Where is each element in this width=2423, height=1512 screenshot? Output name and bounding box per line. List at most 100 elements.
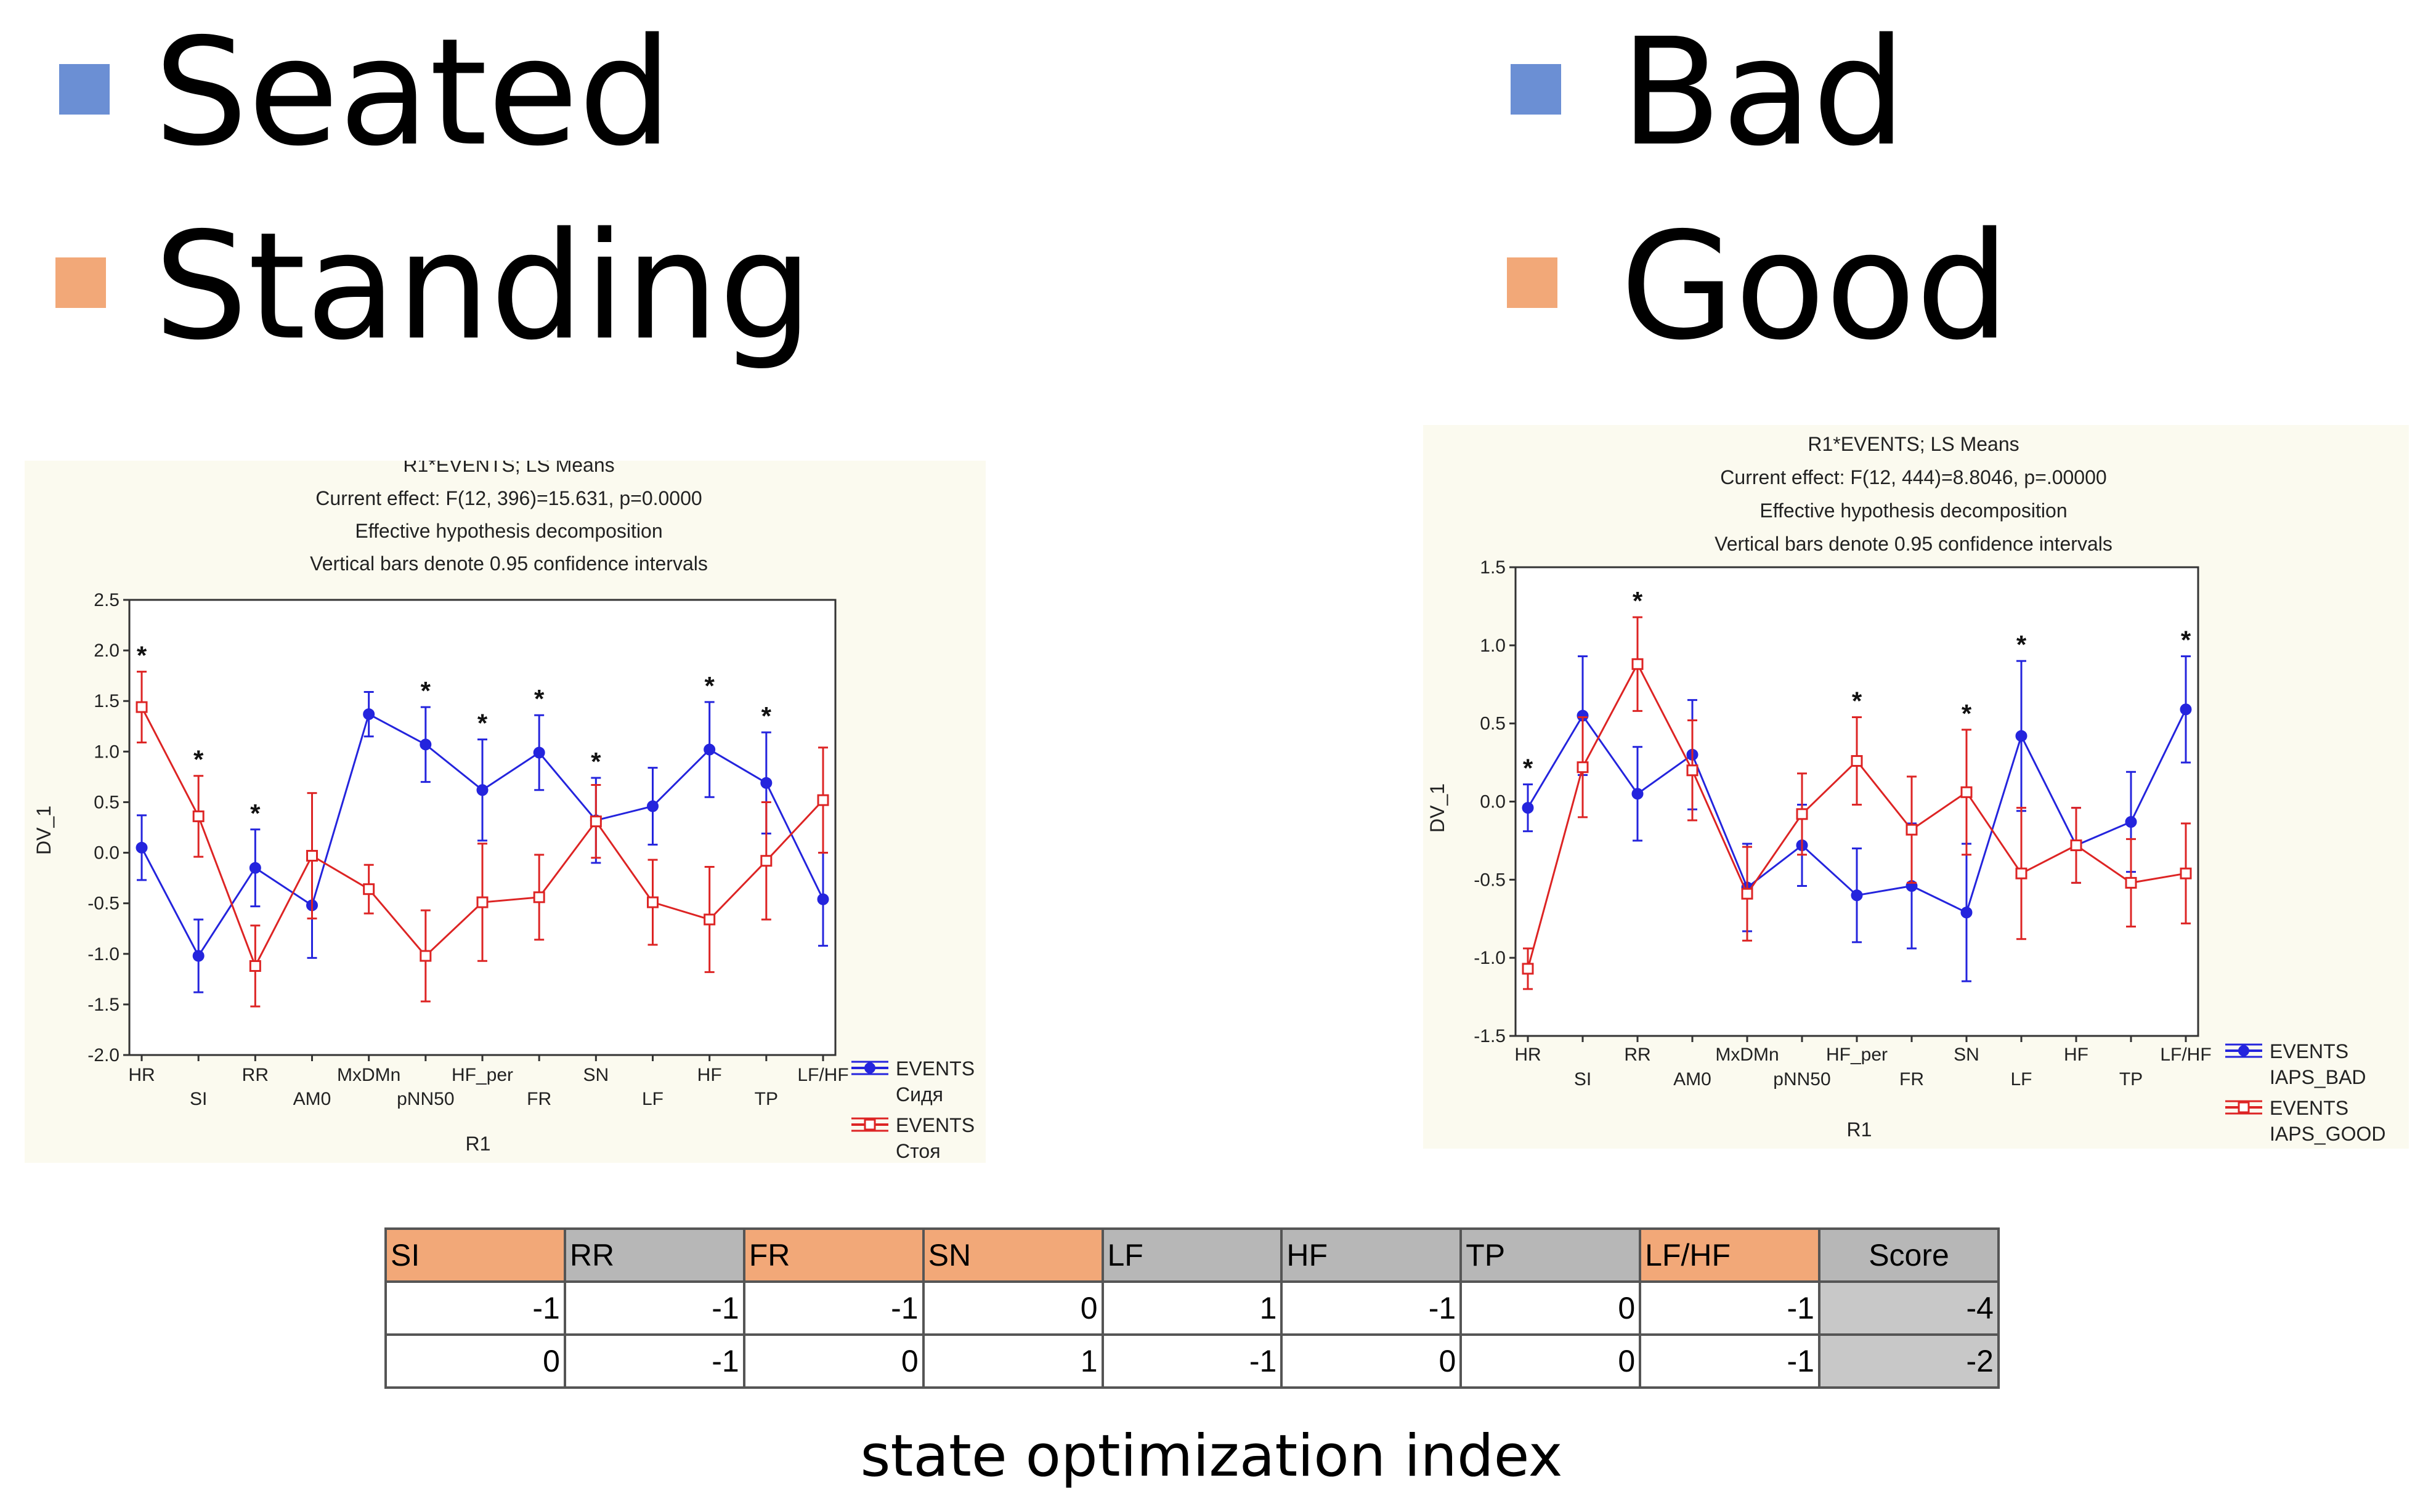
chart-bad-good: R1*EVENTS; LS Means Current effect: F(12… — [1426, 433, 2386, 1145]
x-tick-label: LF/HF — [797, 1065, 848, 1085]
x-tick-label: HF — [2064, 1045, 2088, 1065]
data-point — [760, 855, 773, 867]
bad-swatch — [1511, 64, 1561, 115]
table-cell: 0 — [384, 1333, 566, 1389]
data-point — [647, 896, 659, 908]
y-tick-label: 0.0 — [1480, 792, 1506, 812]
legend-series-name: EVENTS — [2270, 1040, 2348, 1062]
y-tick-label: -1.5 — [87, 995, 120, 1015]
y-axis-label: DV_1 — [1426, 783, 1448, 833]
data-point — [647, 800, 659, 812]
data-point — [1796, 808, 1808, 820]
x-tick-label: LF — [2010, 1069, 2032, 1090]
legend-series-name: EVENTS — [896, 1114, 975, 1136]
y-tick-label: 2.0 — [94, 641, 120, 661]
good-swatch — [1507, 257, 1557, 308]
x-tick-label: HR — [128, 1065, 155, 1085]
table-row: 0 -1 0 1 -1 0 0 -1 -2 — [384, 1333, 2000, 1389]
data-point — [590, 815, 602, 828]
legend-good: Good — [1620, 200, 2010, 373]
chart-header-line: R1*EVENTS; LS Means — [1808, 433, 2019, 455]
x-tick-label: RR — [1624, 1045, 1650, 1065]
data-point — [760, 777, 773, 789]
data-point — [533, 746, 545, 759]
table-cell: -1 — [563, 1333, 745, 1389]
x-tick-label: MxDMn — [337, 1065, 400, 1085]
table-cell: -1 — [384, 1280, 566, 1336]
x-tick-label: pNN50 — [397, 1089, 454, 1109]
significance-star: * — [421, 676, 431, 705]
chart-header-line: Vertical bars denote 0.95 confidence int… — [1715, 533, 2113, 555]
chart-header-line: Effective hypothesis decomposition — [355, 520, 662, 542]
x-tick-label: HF_per — [1826, 1045, 1888, 1065]
y-tick-label: -1.0 — [87, 944, 120, 964]
table-cell: -1 — [1639, 1280, 1820, 1336]
significance-star: * — [250, 799, 261, 828]
x-tick-label: LF/HF — [2160, 1045, 2211, 1065]
legend-bad: Bad — [1620, 6, 1907, 179]
x-tick-label: SI — [190, 1089, 207, 1109]
y-tick-label: 0.0 — [94, 843, 120, 863]
legend-series-sub: IAPS_BAD — [2270, 1066, 2366, 1088]
data-point — [817, 893, 829, 905]
table-cell: -1 — [1280, 1280, 1463, 1336]
y-tick-label: 2.5 — [94, 590, 120, 610]
chart-panel-bad-good: R1*EVENTS; LS Means Current effect: F(12… — [1423, 425, 2409, 1149]
chart-header-line: Current effect: F(12, 396)=15.631, p=0.0… — [315, 487, 702, 509]
data-point — [192, 810, 205, 822]
data-point — [704, 913, 716, 926]
x-tick-label: HF — [697, 1065, 722, 1085]
header-score: Score — [1818, 1227, 2000, 1283]
data-point — [1577, 761, 1589, 774]
x-tick-label: MxDMn — [1715, 1045, 1779, 1065]
seated-swatch — [59, 64, 110, 115]
data-point — [1522, 802, 1534, 814]
chart-header-line: Effective hypothesis decomposition — [1759, 499, 2067, 522]
data-point — [476, 784, 489, 796]
y-tick-label: 0.5 — [94, 792, 120, 812]
legend-series-sub: Стоя — [896, 1140, 941, 1162]
chart-header-line: R1*EVENTS; LS Means — [403, 461, 614, 476]
data-point — [1686, 764, 1699, 777]
data-point — [817, 794, 829, 806]
data-point — [2015, 730, 2027, 742]
data-point — [2015, 867, 2027, 879]
score-cell: -4 — [1818, 1280, 2000, 1336]
y-tick-label: 0.5 — [1480, 714, 1506, 734]
data-point — [136, 701, 148, 713]
data-point — [1522, 963, 1534, 975]
data-point — [249, 960, 261, 972]
data-point — [2180, 867, 2192, 879]
significance-star: * — [875, 461, 885, 466]
y-tick-label: 1.5 — [94, 691, 120, 711]
legend-standing: Standing — [154, 200, 813, 373]
x-tick-label: FR — [1899, 1069, 1924, 1090]
data-point — [1960, 907, 1973, 919]
significance-star: * — [1523, 754, 1533, 783]
data-point — [1960, 786, 1973, 798]
data-point — [1906, 823, 1918, 836]
table-caption: state optimization index — [860, 1423, 1563, 1490]
x-tick-label: TP — [755, 1089, 778, 1109]
table-cell: 0 — [922, 1280, 1104, 1336]
legend-series-name: EVENTS — [2270, 1097, 2348, 1119]
significance-star: * — [534, 684, 545, 713]
header-tp: TP — [1459, 1227, 1642, 1283]
data-point — [1851, 755, 1863, 767]
significance-star: * — [591, 747, 601, 776]
header-rr: RR — [563, 1227, 745, 1283]
data-point — [2180, 703, 2192, 716]
header-lf: LF — [1101, 1227, 1283, 1283]
legend-series-sub: Сидя — [896, 1083, 943, 1106]
y-tick-label: 1.5 — [1480, 557, 1506, 578]
x-tick-label: SN — [583, 1065, 609, 1085]
significance-star: * — [761, 701, 772, 730]
legend-seated: Seated — [154, 6, 673, 179]
y-tick-label: 1.0 — [94, 742, 120, 762]
data-point — [363, 708, 375, 721]
legend-series-sub: IAPS_GOOD — [2270, 1123, 2386, 1145]
chart-panel-seated-standing: R1*EVENTS; LS Means Current effect: F(12… — [25, 437, 986, 1163]
chart-legend: EVENTS IAPS_BAD EVENTS IAPS_GOOD — [2225, 1040, 2386, 1145]
chart-legend: EVENTS Сидя EVENTS Стоя — [851, 1057, 975, 1162]
y-axis-label: DV_1 — [33, 806, 55, 855]
